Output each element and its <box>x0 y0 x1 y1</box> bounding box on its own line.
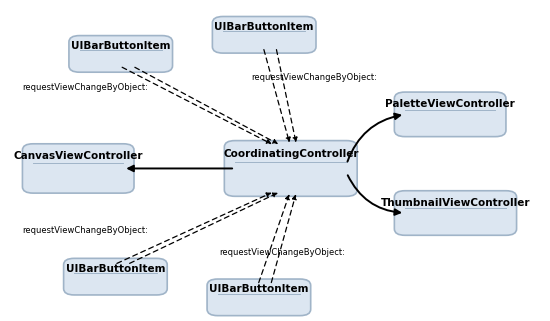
Text: PaletteViewController: PaletteViewController <box>386 99 515 109</box>
Text: CanvasViewController: CanvasViewController <box>13 152 143 161</box>
FancyBboxPatch shape <box>23 144 134 193</box>
Text: requestViewChangeByObject:: requestViewChangeByObject: <box>251 73 377 82</box>
Text: UIBarButtonItem: UIBarButtonItem <box>209 284 309 294</box>
FancyBboxPatch shape <box>394 92 506 137</box>
FancyBboxPatch shape <box>207 279 311 316</box>
Text: requestViewChangeByObject:: requestViewChangeByObject: <box>219 248 345 257</box>
FancyBboxPatch shape <box>69 36 173 72</box>
Text: UIBarButtonItem: UIBarButtonItem <box>214 22 314 32</box>
Text: ThumbnailViewController: ThumbnailViewController <box>381 197 530 207</box>
FancyBboxPatch shape <box>224 141 357 196</box>
Text: requestViewChangeByObject:: requestViewChangeByObject: <box>23 83 148 92</box>
Text: requestViewChangeByObject:: requestViewChangeByObject: <box>23 226 148 235</box>
Text: UIBarButtonItem: UIBarButtonItem <box>65 264 165 274</box>
Text: CoordinatingController: CoordinatingController <box>223 149 359 159</box>
FancyBboxPatch shape <box>64 258 167 295</box>
Text: UIBarButtonItem: UIBarButtonItem <box>71 41 170 51</box>
FancyBboxPatch shape <box>212 16 316 53</box>
FancyBboxPatch shape <box>394 191 516 235</box>
